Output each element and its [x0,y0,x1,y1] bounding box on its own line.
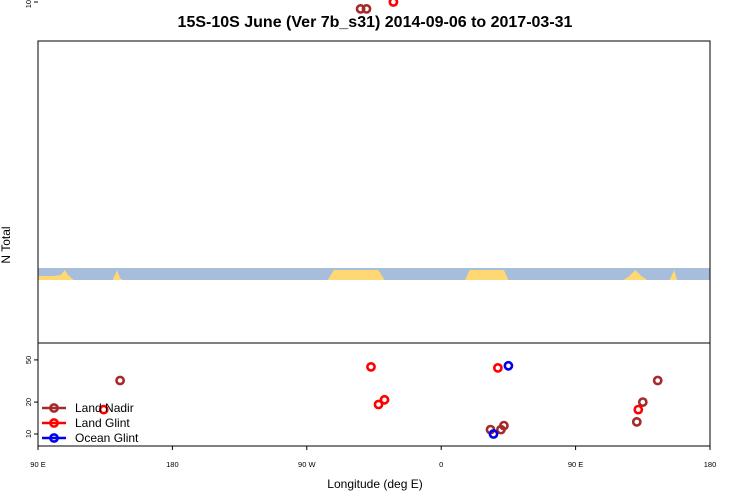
land-region-5 [623,270,648,280]
x-tick-label-2: 90 W [298,460,316,469]
land-glint-point-8 [388,0,399,7]
land-nadir-point-27 [495,424,506,435]
land-region-3 [327,270,385,280]
x-tick-label-4: 90 E [568,460,583,469]
ocean-glint-point-79 [488,429,499,439]
upper-panel-frame [37,40,711,344]
lower-panel-frame [37,342,711,447]
land-nadir-point-28 [631,416,642,427]
x-axis-ticks: 90 E 180 90 W 0 90 E 180 [30,446,716,469]
x-tick-label-5: 180 [704,460,717,469]
land-region-6 [669,270,678,280]
land-nadir-point-31 [115,375,125,386]
land-nadir-point-6 [355,3,366,14]
x-tick-label-1: 180 [166,460,179,469]
y-tick-label-lower-2: 50 [24,356,33,364]
land-region-1 [38,270,74,280]
land-glint-point-22 [373,399,384,410]
y-tick-label-lower-1: 20 [24,398,33,406]
y-tick-label-upper-0: 100 [24,0,33,8]
x-axis-label: Longitude (deg E) [327,477,422,491]
legend-marker-ocean-glint [49,433,59,443]
legend-marker-land-glint [49,418,59,428]
legend-label-land-glint: Land Glint [75,416,130,430]
land-nadir-point-7 [361,3,372,14]
ocean-glint-point-80 [503,360,514,371]
land-nadir-point-30 [652,375,663,386]
land-glint-point-21 [98,404,109,415]
legend-marker-land-nadir [49,403,59,413]
land-glint-point-23 [379,394,390,405]
legend-label-ocean-glint: Ocean Glint [75,431,139,445]
y-tick-label-lower-0: 10 [24,430,33,438]
land-glint-point-25 [633,404,644,415]
legend-label-land-nadir: Land Nadir [75,401,134,415]
data-points [98,0,663,439]
surface-type-band [38,268,710,280]
land-region-2 [112,270,124,280]
land-region-4 [465,270,509,280]
land-glint-point-20 [366,361,376,372]
chart-title: 15S-10S June (Ver 7b_s31) 2014-09-06 to … [178,14,573,31]
x-tick-label-0: 90 E [30,460,45,469]
land-nadir-point-29 [637,397,648,407]
x-tick-label-3: 0 [439,460,443,469]
y-axis-ticks: 100200500100020005000102050 [24,0,38,438]
y-axis-label: N Total [0,226,13,263]
land-glint-point-24 [492,362,503,373]
